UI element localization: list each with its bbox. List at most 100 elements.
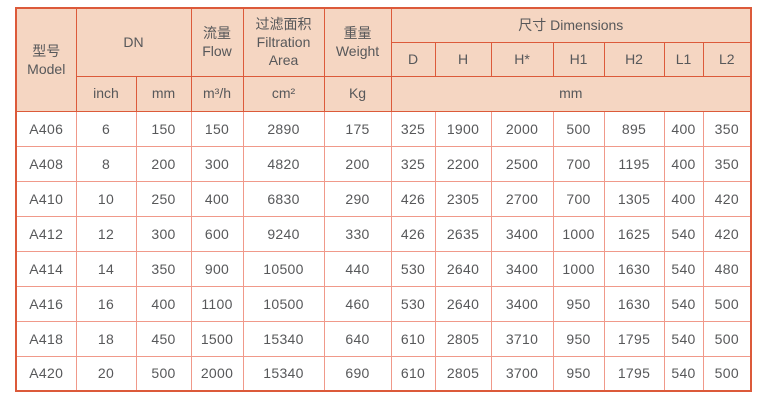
- cell-l2: 500: [702, 320, 752, 357]
- cell-h: 2640: [434, 285, 492, 322]
- table-row: A408 8 200 300 4820 200 325 2200 2500 70…: [15, 145, 752, 182]
- cell-dn-mm: 350: [135, 250, 192, 287]
- header-filtration-area: 过滤面积 Filtration Area: [242, 7, 325, 77]
- cell-h2: 1795: [603, 355, 665, 392]
- cell-model: A416: [15, 285, 77, 322]
- cell-d: 426: [390, 180, 436, 217]
- cell-dn-mm: 500: [135, 355, 192, 392]
- cell-flow: 1100: [190, 285, 244, 322]
- cell-flow: 2000: [190, 355, 244, 392]
- cell-h1: 1000: [552, 215, 605, 252]
- cell-h: 2640: [434, 250, 492, 287]
- cell-h-star: 3400: [490, 285, 554, 322]
- cell-d: 610: [390, 355, 436, 392]
- cell-dn-inch: 16: [75, 285, 137, 322]
- cell-l1: 540: [663, 250, 704, 287]
- cell-model: A410: [15, 180, 77, 217]
- cell-h-star: 2500: [490, 145, 554, 182]
- header-row-1: 型号 Model DN 流量 Flow 过滤面积 Filtration Area…: [15, 7, 752, 112]
- cell-flow: 900: [190, 250, 244, 287]
- cell-area: 15340: [242, 320, 325, 357]
- header-unit-flow: m³/h: [190, 75, 244, 112]
- cell-area: 6830: [242, 180, 325, 217]
- table-row: A406 6 150 150 2890 175 325 1900 2000 50…: [15, 110, 752, 147]
- cell-dn-inch: 14: [75, 250, 137, 287]
- cell-d: 530: [390, 250, 436, 287]
- cell-h1: 950: [552, 285, 605, 322]
- cell-dn-mm: 300: [135, 215, 192, 252]
- header-dim-h2: H2: [603, 41, 665, 77]
- cell-l1: 540: [663, 215, 704, 252]
- product-spec-table: 型号 Model DN 流量 Flow 过滤面积 Filtration Area…: [15, 7, 753, 392]
- cell-h2: 1630: [603, 285, 665, 322]
- cell-l1: 400: [663, 180, 704, 217]
- header-dim-h1: H1: [552, 41, 605, 77]
- header-unit-weight: Kg: [323, 75, 392, 112]
- cell-d: 325: [390, 110, 436, 147]
- table-body: A406 6 150 150 2890 175 325 1900 2000 50…: [15, 110, 752, 392]
- cell-area: 10500: [242, 285, 325, 322]
- cell-h2: 1305: [603, 180, 665, 217]
- header-dim-h: H: [434, 41, 492, 77]
- cell-l1: 540: [663, 285, 704, 322]
- cell-h2: 1630: [603, 250, 665, 287]
- cell-h: 2805: [434, 355, 492, 392]
- cell-area: 15340: [242, 355, 325, 392]
- cell-l1: 540: [663, 355, 704, 392]
- header-dimensions: 尺寸 Dimensions: [390, 7, 752, 43]
- table-row: A416 16 400 1100 10500 460 530 2640 3400…: [15, 285, 752, 322]
- cell-area: 2890: [242, 110, 325, 147]
- cell-flow: 300: [190, 145, 244, 182]
- cell-h-star: 2000: [490, 110, 554, 147]
- cell-h1: 500: [552, 110, 605, 147]
- cell-h-star: 3700: [490, 355, 554, 392]
- cell-d: 610: [390, 320, 436, 357]
- cell-model: A412: [15, 215, 77, 252]
- cell-h-star: 2700: [490, 180, 554, 217]
- cell-h1: 700: [552, 180, 605, 217]
- cell-flow: 1500: [190, 320, 244, 357]
- header-weight: 重量 Weight: [323, 7, 392, 77]
- cell-model: A406: [15, 110, 77, 147]
- cell-h: 2305: [434, 180, 492, 217]
- cell-dn-inch: 6: [75, 110, 137, 147]
- header-row-units: inch mm m³/h cm² Kg mm: [16, 75, 752, 112]
- cell-weight: 330: [323, 215, 392, 252]
- cell-flow: 400: [190, 180, 244, 217]
- cell-area: 9240: [242, 215, 325, 252]
- header-flow: 流量 Flow: [190, 7, 244, 77]
- cell-l1: 400: [663, 110, 704, 147]
- cell-dn-inch: 12: [75, 215, 137, 252]
- cell-l2: 500: [702, 355, 752, 392]
- header-unit-dimensions: mm: [390, 75, 752, 112]
- cell-weight: 460: [323, 285, 392, 322]
- cell-d: 426: [390, 215, 436, 252]
- cell-flow: 600: [190, 215, 244, 252]
- cell-flow: 150: [190, 110, 244, 147]
- cell-l2: 420: [702, 180, 752, 217]
- cell-model: A418: [15, 320, 77, 357]
- cell-h1: 1000: [552, 250, 605, 287]
- table-row: A420 20 500 2000 15340 690 610 2805 3700…: [15, 355, 752, 392]
- cell-h1: 950: [552, 320, 605, 357]
- header-model: 型号 Model: [15, 7, 77, 112]
- spec-table-container: 型号 Model DN 流量 Flow 过滤面积 Filtration Area…: [15, 7, 753, 392]
- cell-h1: 950: [552, 355, 605, 392]
- cell-h: 2805: [434, 320, 492, 357]
- table-row: A410 10 250 400 6830 290 426 2305 2700 7…: [15, 180, 752, 217]
- header-dim-h-star: H*: [490, 41, 554, 77]
- cell-h: 2635: [434, 215, 492, 252]
- header-unit-area: cm²: [242, 75, 325, 112]
- cell-dn-mm: 400: [135, 285, 192, 322]
- cell-d: 530: [390, 285, 436, 322]
- table-header: 型号 Model DN 流量 Flow 过滤面积 Filtration Area…: [15, 7, 752, 112]
- cell-model: A414: [15, 250, 77, 287]
- header-row-2: D H H* H1 H2 L1 L2: [16, 41, 752, 77]
- cell-h2: 1795: [603, 320, 665, 357]
- cell-l1: 540: [663, 320, 704, 357]
- cell-weight: 290: [323, 180, 392, 217]
- cell-d: 325: [390, 145, 436, 182]
- header-unit-inch: inch: [75, 75, 137, 112]
- cell-h-star: 3400: [490, 250, 554, 287]
- cell-l2: 480: [702, 250, 752, 287]
